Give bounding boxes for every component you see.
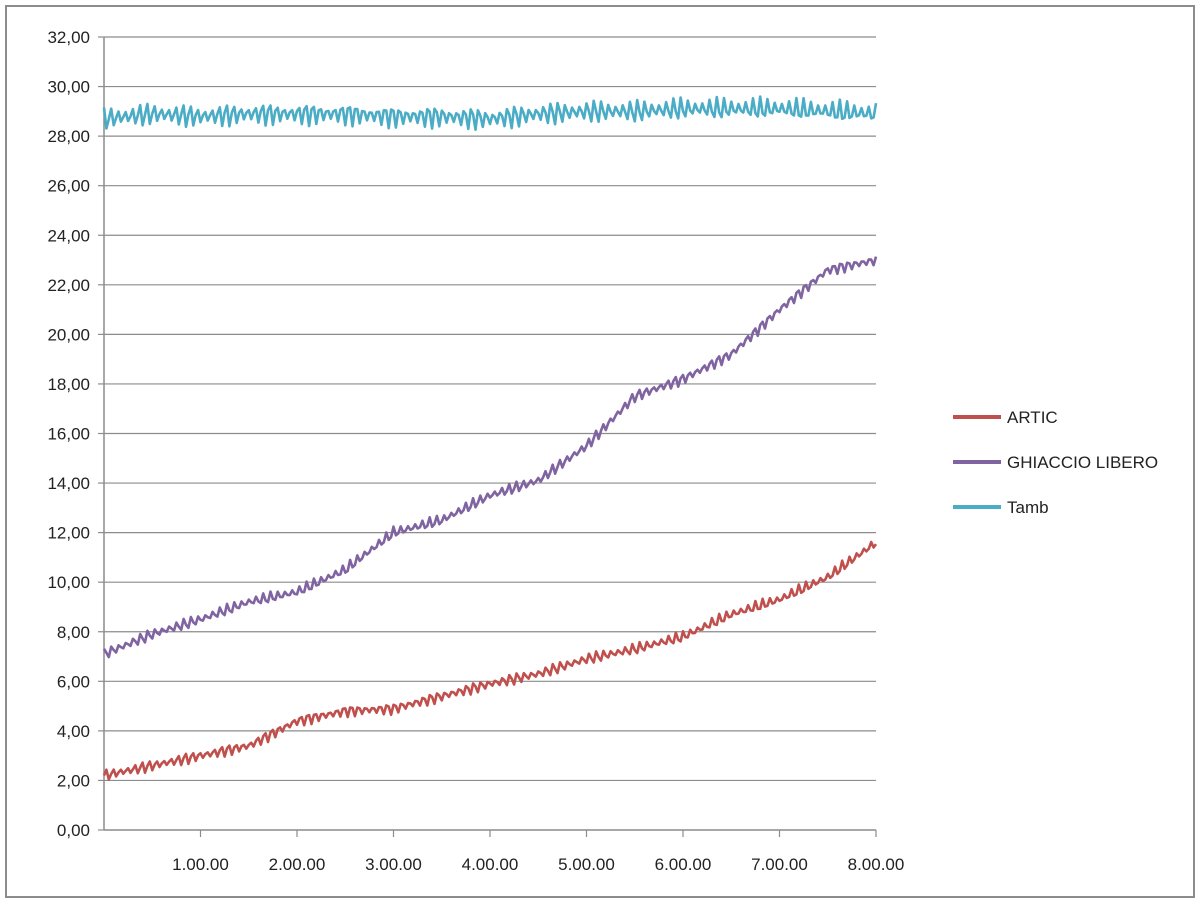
y-tick-label: 20,00 <box>47 325 90 344</box>
y-tick-label: 14,00 <box>47 474 90 493</box>
x-tick-label: 1.00.00 <box>172 855 229 874</box>
legend-label: ARTIC <box>1007 408 1058 427</box>
y-tick-label: 24,00 <box>47 226 90 245</box>
series-line-2 <box>102 256 878 659</box>
legend: ARTIC GHIACCIO LIBERO Tamb <box>953 408 1158 517</box>
y-axis-tick-labels: 0,00 2,00 4,00 6,00 8,00 10,00 12,00 14,00 16,00… <box>47 28 90 840</box>
y-tick-label: 4,00 <box>57 722 90 741</box>
y-tick-label: 12,00 <box>47 524 90 543</box>
x-tick-label: 4.00.00 <box>462 855 519 874</box>
y-tick-label: 32,00 <box>47 28 90 47</box>
series-line-1 <box>102 540 878 781</box>
y-tick-label: 18,00 <box>47 375 90 394</box>
x-tick-label: 5.00.00 <box>558 855 615 874</box>
x-tick-label: 7.00.00 <box>751 855 808 874</box>
y-tick-label: 8,00 <box>57 623 90 642</box>
x-tick-label: 8.00.00 <box>848 855 905 874</box>
axes <box>98 36 877 837</box>
legend-label: GHIACCIO LIBERO <box>1007 453 1158 472</box>
x-tick-label: 6.00.00 <box>655 855 712 874</box>
y-tick-label: 16,00 <box>47 425 90 444</box>
y-tick-label: 2,00 <box>57 771 90 790</box>
gridlines <box>104 36 876 782</box>
y-tick-label: 0,00 <box>57 821 90 840</box>
y-tick-label: 10,00 <box>47 573 90 592</box>
y-tick-label: 22,00 <box>47 276 90 295</box>
x-tick-label: 3.00.00 <box>365 855 422 874</box>
y-tick-label: 26,00 <box>47 177 90 196</box>
x-axis-tick-labels: 1.00.00 2.00.00 3.00.00 4.00.00 5.00.00 6.00.… <box>172 855 904 874</box>
legend-label: Tamb <box>1007 498 1049 517</box>
x-tick-label: 2.00.00 <box>269 855 326 874</box>
series-lines <box>102 95 878 781</box>
y-tick-label: 6,00 <box>57 672 90 691</box>
chart-area <box>5 5 1195 898</box>
series-line-3 <box>102 95 878 131</box>
y-tick-label: 28,00 <box>47 127 90 146</box>
y-tick-label: 30,00 <box>47 78 90 97</box>
